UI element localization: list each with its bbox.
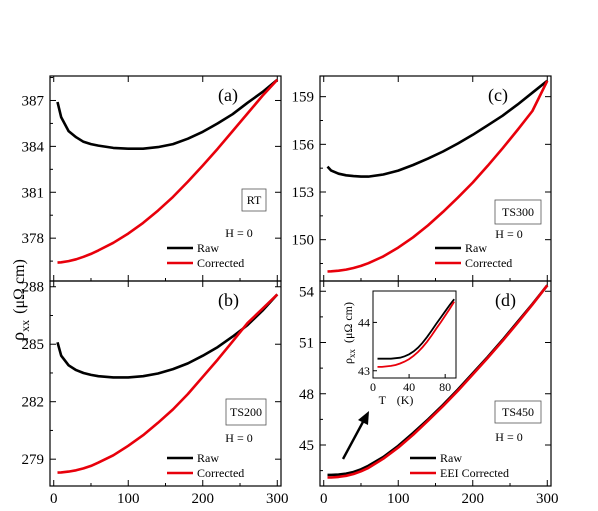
inset-x-tick-label: 80 <box>439 380 451 394</box>
panel-frame <box>49 280 282 487</box>
legend-label: Raw <box>465 241 487 255</box>
x-tick-label: 100 <box>387 491 410 507</box>
arrow-shaft <box>341 419 366 460</box>
y-tick-label: 279 <box>22 452 45 468</box>
y-tick-label: 45 <box>299 438 314 454</box>
sample-box <box>241 188 267 212</box>
legend-label: EEI Corrected <box>440 466 509 480</box>
series-line-raw <box>326 79 549 178</box>
sample-label: TS200 <box>230 405 262 419</box>
x-tick-label: 100 <box>117 491 140 507</box>
inset-x-label: T (K) <box>379 393 414 407</box>
series-line-raw <box>56 293 279 379</box>
legend-label: Corrected <box>465 256 512 270</box>
y-tick-label: 285 <box>22 337 45 353</box>
field-label: H = 0 <box>225 226 252 240</box>
field-label: H = 0 <box>495 430 522 444</box>
sample-box <box>494 400 542 424</box>
inset-y-tick-label: 43 <box>358 364 370 378</box>
inset-x-label-T: T <box>379 393 387 407</box>
sample-label: TS450 <box>502 405 534 419</box>
inset-y-tick-label: 44 <box>358 315 370 329</box>
panel-frame <box>49 75 282 282</box>
x-tick-label: 0 <box>320 491 328 507</box>
series-line-raw <box>56 78 279 150</box>
svg-text:ρxx(μΩ cm): ρxx (μΩ cm) <box>8 259 32 341</box>
series-line-eei-corrected <box>327 284 549 479</box>
inset-y-label: ρxx (μΩ cm) <box>341 302 357 364</box>
series-line-corrected <box>327 80 549 273</box>
panel-label: (c) <box>488 85 508 106</box>
y-tick-label: 288 <box>22 280 45 296</box>
x-tick-label: 300 <box>536 491 559 507</box>
inset-panel: 43 44 0 40 80 T (K) ρxx (μΩ cm) <box>341 290 457 407</box>
x-tick-label: 200 <box>192 491 215 507</box>
panel-label: (b) <box>218 290 239 311</box>
y-label-unit: (μΩ cm) <box>11 259 28 314</box>
sample-box <box>494 199 542 225</box>
y-tick-label: 159 <box>292 90 315 106</box>
shared-y-axis-label: ρxx (μΩ cm) <box>8 259 32 341</box>
legend-label: Raw <box>197 241 219 255</box>
inset-y-sub: xx <box>347 349 357 359</box>
sample-box <box>225 398 267 426</box>
y-tick-label: 381 <box>22 185 45 201</box>
y-tick-label: 156 <box>292 137 315 153</box>
x-tick-label: 200 <box>462 491 485 507</box>
sample-label: TS300 <box>502 205 534 219</box>
inset-arrow <box>341 411 369 460</box>
y-label-rho: ρ <box>8 332 28 341</box>
y-tick-label: 48 <box>299 387 314 403</box>
series-line-corrected <box>57 78 279 264</box>
inset-x-label-unit: (K) <box>394 393 414 407</box>
sample-label: RT <box>247 193 262 207</box>
y-label-sub: xx <box>18 320 32 332</box>
inset-series-raw <box>377 298 455 360</box>
y-tick-label: 378 <box>22 231 45 247</box>
y-tick-label: 153 <box>292 185 315 201</box>
legend-label: Corrected <box>197 256 244 270</box>
panel-b: 279 282 285 288 0 100 200 300 (b) TS200 H = 0 RawCo… <box>22 280 289 507</box>
field-label: H = 0 <box>225 431 252 445</box>
panel-label: (d) <box>495 290 516 311</box>
inset-y-unit: (μΩ cm) <box>341 302 355 346</box>
arrow-head <box>358 411 369 425</box>
y-tick-label: 150 <box>292 233 315 249</box>
panel-label: (a) <box>218 85 238 106</box>
x-tick-label: 300 <box>266 491 289 507</box>
inset-y-rho: ρ <box>341 358 355 364</box>
series-line-corrected <box>57 293 279 474</box>
x-tick-label: 0 <box>50 491 58 507</box>
inset-frame <box>372 290 457 379</box>
legend-label: Raw <box>197 451 219 465</box>
inset-x-tick-label: 40 <box>403 380 415 394</box>
inset-y-label-text: ρxx (μΩ cm) <box>341 302 357 364</box>
y-tick-label: 387 <box>22 93 45 109</box>
inset-x-tick-label: 0 <box>370 380 376 394</box>
field-label: H = 0 <box>495 227 522 241</box>
y-tick-label: 54 <box>299 284 315 300</box>
y-tick-label: 384 <box>22 139 45 155</box>
inset-series-eei-corrected <box>377 301 455 368</box>
legend-label: Corrected <box>197 466 244 480</box>
y-tick-label: 282 <box>22 395 45 411</box>
y-tick-label: 51 <box>299 336 314 352</box>
legend-label: Raw <box>440 451 462 465</box>
